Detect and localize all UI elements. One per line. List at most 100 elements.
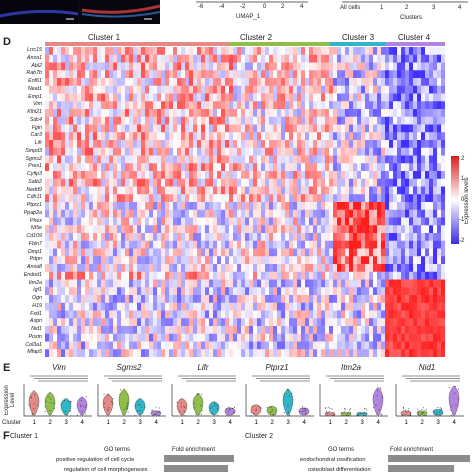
heatmap-cell [201,318,206,327]
heatmap-cell [149,140,154,149]
violin-point [226,414,228,416]
heatmap-cell [229,318,234,327]
heatmap-cell [349,54,354,63]
heatmap-cell [389,132,394,141]
heatmap-cell [273,62,278,71]
heatmap-cell [357,116,362,125]
heatmap-cell [157,101,162,110]
heatmap-cell [153,62,158,71]
heatmap-cell [397,233,402,242]
heatmap-cell [389,163,394,172]
heatmap-cell [369,240,374,249]
heatmap-cell [297,333,302,342]
heatmap-cell [389,155,394,164]
heatmap-cell [137,310,142,319]
heatmap-cell [189,186,194,195]
heatmap-cell [221,93,226,102]
heatmap-cell [421,109,426,118]
heatmap-cell [409,310,414,319]
heatmap-cell [389,233,394,242]
heatmap-cell [81,295,86,304]
heatmap-cell [129,349,134,357]
gene-label: Enf61 [28,78,42,84]
heatmap-cell [373,78,378,87]
heatmap-cell [413,93,418,102]
heatmap-cell [73,178,78,187]
heatmap-cell [213,93,218,102]
heatmap-cell [321,225,326,234]
heatmap-cell [133,256,138,265]
violin-point [274,414,276,416]
heatmap-cell [329,264,334,273]
heatmap-cell [409,155,414,164]
heatmap-cell [205,194,210,203]
heatmap-cell [229,101,234,110]
heatmap-cell [213,116,218,125]
heatmap-cell [301,295,306,304]
heatmap-cell [365,202,370,211]
heatmap-cell [373,54,378,63]
heatmap-cell [433,163,438,172]
heatmap-cell [225,116,230,125]
heatmap-cell [145,124,150,133]
heatmap-cell [117,85,122,94]
heatmap-cell [221,202,226,211]
heatmap-cell [237,225,242,234]
heatmap-cell [189,70,194,79]
heatmap-cell [333,132,338,141]
umap-tick: 2 [281,4,285,10]
heatmap-cell [437,178,442,187]
heatmap-cell [353,116,358,125]
heatmap-cell [81,78,86,87]
heatmap-cell [201,287,206,296]
heatmap-cell [169,124,174,133]
heatmap-cell [185,310,190,319]
heatmap-cell [397,225,402,234]
heatmap-cell [121,341,126,350]
heatmap-cell [233,349,238,357]
heatmap-cell [349,85,354,94]
heatmap-cell [329,202,334,211]
heatmap-cell [417,318,422,327]
heatmap-cell [277,264,282,273]
heatmap-cell [329,279,334,288]
heatmap-cell [101,109,106,118]
heatmap-cell [209,318,214,327]
heatmap-cell [57,116,62,125]
heatmap-cell [153,178,158,187]
heatmap-cell [389,116,394,125]
heatmap-cell [105,310,110,319]
heatmap-cell [365,225,370,234]
heatmap-cell [421,132,426,141]
heatmap-cell [309,341,314,350]
heatmap-cell [425,155,430,164]
heatmap-cell [317,54,322,63]
heatmap-cell [309,194,314,203]
heatmap-cell [69,302,74,311]
heatmap-cell [285,101,290,110]
heatmap-cell [321,256,326,265]
heatmap-cell [165,194,170,203]
heatmap-cell [385,62,390,71]
heatmap-cell [401,47,406,56]
heatmap-cell [373,85,378,94]
heatmap-cell [365,171,370,180]
heatmap-cell [305,62,310,71]
violin-point [64,400,65,402]
heatmap-cell [93,47,98,56]
heatmap-cell [69,93,74,102]
heatmap-cell [373,341,378,350]
heatmap-cell [365,326,370,335]
heatmap-cell [273,109,278,118]
violin-point [250,411,252,413]
heatmap-cell [401,279,406,288]
heatmap-cell [229,78,234,87]
heatmap-cell [173,54,178,63]
heatmap-cell [249,295,254,304]
heatmap-cell [169,62,174,71]
heatmap-cell [329,163,334,172]
heatmap-cell [245,155,250,164]
heatmap-cell [113,147,118,156]
heatmap-cell [57,333,62,342]
heatmap-cell [185,225,190,234]
